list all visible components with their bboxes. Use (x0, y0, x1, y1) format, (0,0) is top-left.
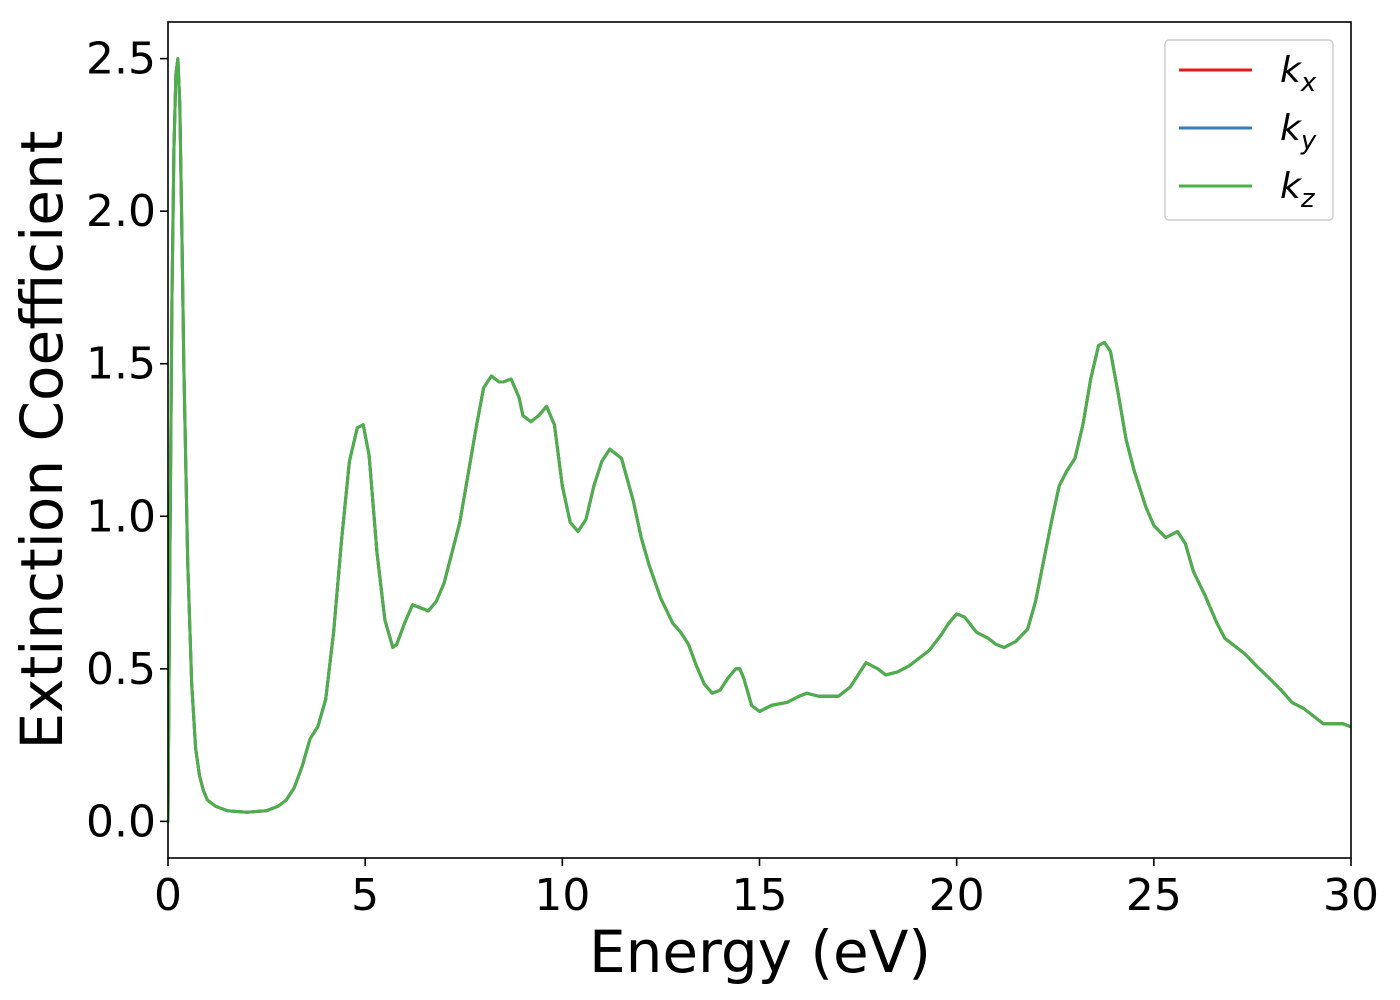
legend-box (1164, 39, 1334, 221)
legend: kx ky kz (1164, 39, 1334, 221)
y-tick-label: 1.0 (86, 491, 156, 542)
legend-label-kz: kz (1280, 166, 1316, 214)
x-tick-label: 5 (351, 870, 379, 921)
y-tick-label: 0.5 (86, 644, 156, 695)
y-tick-label: 2.0 (86, 186, 156, 237)
legend-label-kx: kx (1280, 50, 1317, 98)
x-tick-label: 15 (732, 870, 788, 921)
x-axis-ticks: 0 5 10 15 20 25 30 (154, 858, 1379, 921)
x-axis-title: Energy (eV) (589, 918, 931, 986)
y-axis-ticks: 0.0 0.5 1.0 1.5 2.0 2.5 (86, 34, 168, 847)
x-tick-label: 0 (154, 870, 182, 921)
y-tick-label: 1.5 (86, 339, 156, 390)
y-tick-label: 0.0 (86, 796, 156, 847)
x-tick-label: 10 (534, 870, 590, 921)
legend-label-ky: ky (1280, 108, 1317, 156)
x-tick-label: 20 (929, 870, 985, 921)
series-line-kz (168, 57, 1351, 823)
x-tick-label: 25 (1126, 870, 1182, 921)
series-layer (168, 57, 1351, 823)
x-tick-label: 30 (1323, 870, 1379, 921)
y-axis-title: Extinction Coefficient (8, 131, 76, 750)
y-tick-label: 2.5 (86, 34, 156, 85)
